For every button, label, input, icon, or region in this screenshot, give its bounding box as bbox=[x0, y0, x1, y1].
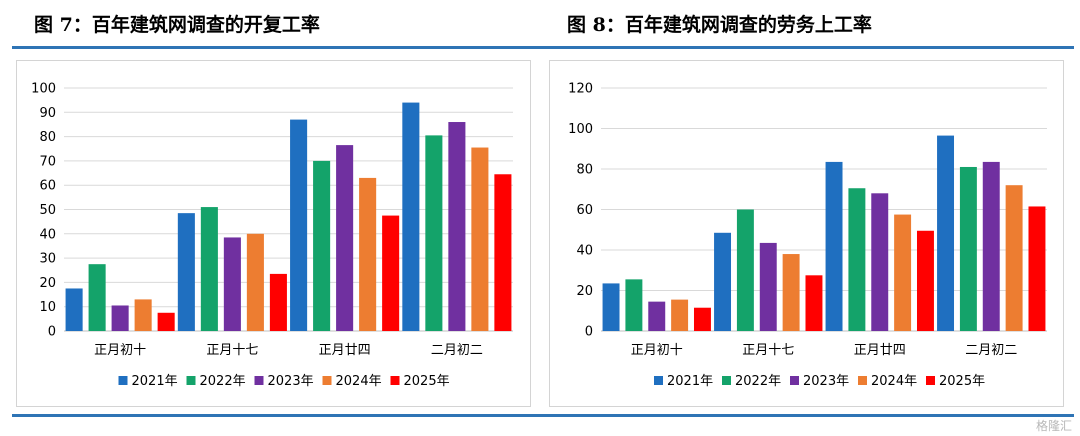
x-tick-label: 正月廿四 bbox=[319, 343, 371, 358]
chart-panel-open-rate: 0 10 20 30 40 50 60 70 80 90 100 正月初十 正月十七 正月廿四 二月初二 20… bbox=[16, 60, 531, 407]
figure-7-title: 图 7：百年建筑网调查的开复工率 bbox=[34, 14, 320, 36]
legend-label: 2022年 bbox=[200, 374, 246, 389]
legend-swatch bbox=[254, 376, 264, 385]
x-tick-label: 正月廿四 bbox=[854, 343, 906, 358]
y-tick-label: 0 bbox=[585, 325, 593, 340]
bar bbox=[671, 299, 689, 331]
bar bbox=[1005, 185, 1023, 331]
bar bbox=[448, 122, 466, 331]
bar bbox=[200, 207, 218, 331]
y-tick-label: 20 bbox=[39, 276, 56, 291]
legend-label: 2021年 bbox=[667, 374, 713, 389]
legend-label: 2021年 bbox=[132, 374, 178, 389]
y-tick-label: 70 bbox=[39, 154, 56, 169]
bar bbox=[805, 275, 823, 331]
bar bbox=[425, 135, 443, 331]
y-tick-label: 100 bbox=[31, 82, 56, 97]
legend-label: 2022年 bbox=[735, 374, 781, 389]
x-tick-label: 正月十七 bbox=[206, 343, 258, 358]
top-rule bbox=[12, 46, 1074, 49]
legend-label: 2023年 bbox=[803, 374, 849, 389]
legend-swatch bbox=[926, 376, 935, 385]
bar bbox=[111, 305, 129, 331]
bar bbox=[916, 230, 934, 331]
bar bbox=[648, 301, 666, 331]
y-tick-label: 80 bbox=[576, 163, 593, 178]
chart-panel-labor-rate: 0 20 40 60 80 100 120 正月初十 正月十七 正月廿四 二月初二 2021年 2022… bbox=[549, 60, 1064, 407]
bar bbox=[313, 160, 331, 331]
y-tick-label: 90 bbox=[39, 106, 56, 121]
bar bbox=[759, 242, 777, 331]
bar bbox=[736, 209, 754, 331]
legend-label: 2023年 bbox=[268, 374, 314, 389]
bar bbox=[625, 279, 643, 331]
y-tick-label: 80 bbox=[39, 130, 56, 145]
bar bbox=[693, 307, 711, 331]
x-tick-label: 正月初十 bbox=[94, 343, 146, 358]
y-tick-label: 40 bbox=[39, 227, 56, 242]
legend-label: 2024年 bbox=[871, 374, 917, 389]
x-tick-label: 二月初二 bbox=[965, 343, 1017, 358]
bar bbox=[246, 233, 264, 331]
bar bbox=[871, 193, 889, 331]
legend-swatch bbox=[118, 376, 128, 385]
bar bbox=[782, 254, 800, 331]
bar bbox=[848, 188, 866, 331]
y-tick-label: 0 bbox=[48, 325, 56, 340]
bar bbox=[825, 161, 843, 331]
legend-swatch bbox=[186, 376, 196, 385]
bar bbox=[336, 145, 354, 331]
y-tick-label: 20 bbox=[576, 284, 593, 299]
bar bbox=[1028, 206, 1046, 331]
x-tick-label: 二月初二 bbox=[431, 343, 483, 358]
bar bbox=[494, 174, 512, 331]
bar bbox=[223, 237, 241, 331]
x-tick-label: 正月初十 bbox=[631, 343, 683, 358]
bar bbox=[894, 214, 912, 331]
legend-label: 2025年 bbox=[404, 374, 450, 389]
bar bbox=[88, 264, 106, 331]
legend-swatch bbox=[722, 376, 731, 385]
bar bbox=[714, 232, 732, 331]
x-tick-label: 正月十七 bbox=[742, 343, 794, 358]
bottom-rule bbox=[12, 414, 1074, 417]
bar bbox=[402, 102, 420, 331]
bar bbox=[157, 312, 175, 331]
legend-label: 2025年 bbox=[939, 374, 985, 389]
y-tick-label: 30 bbox=[39, 252, 56, 267]
bar bbox=[937, 135, 955, 331]
legend-swatch bbox=[858, 376, 867, 385]
bar bbox=[269, 273, 287, 331]
chart-open-rate: 0 10 20 30 40 50 60 70 80 90 100 正月初十 正月十七 正月廿四 二月初二 20… bbox=[31, 82, 513, 389]
bar bbox=[602, 283, 620, 331]
y-tick-label: 10 bbox=[39, 300, 56, 315]
bar bbox=[290, 119, 308, 331]
legend-swatch bbox=[654, 376, 663, 385]
y-tick-label: 60 bbox=[576, 203, 593, 218]
bar bbox=[471, 147, 489, 331]
bar bbox=[359, 177, 377, 331]
y-tick-label: 40 bbox=[576, 244, 593, 259]
bar bbox=[134, 299, 152, 331]
legend-label: 2024年 bbox=[336, 374, 382, 389]
y-tick-label: 50 bbox=[39, 203, 56, 218]
bar bbox=[65, 288, 83, 331]
bar bbox=[382, 215, 400, 331]
y-tick-label: 60 bbox=[39, 179, 56, 194]
watermark-text: 格隆汇 bbox=[1035, 419, 1072, 433]
y-tick-label: 120 bbox=[568, 82, 593, 97]
legend-swatch bbox=[390, 376, 400, 385]
legend-swatch bbox=[790, 376, 799, 385]
legend-swatch bbox=[322, 376, 332, 385]
bar bbox=[959, 166, 977, 331]
bar bbox=[177, 213, 195, 331]
figure-8-title: 图 8：百年建筑网调查的劳务上工率 bbox=[567, 14, 872, 36]
y-tick-label: 100 bbox=[568, 122, 593, 137]
bar bbox=[982, 161, 1000, 331]
chart-labor-rate: 0 20 40 60 80 100 120 正月初十 正月十七 正月廿四 二月初二 2021年 2022… bbox=[568, 82, 1047, 389]
